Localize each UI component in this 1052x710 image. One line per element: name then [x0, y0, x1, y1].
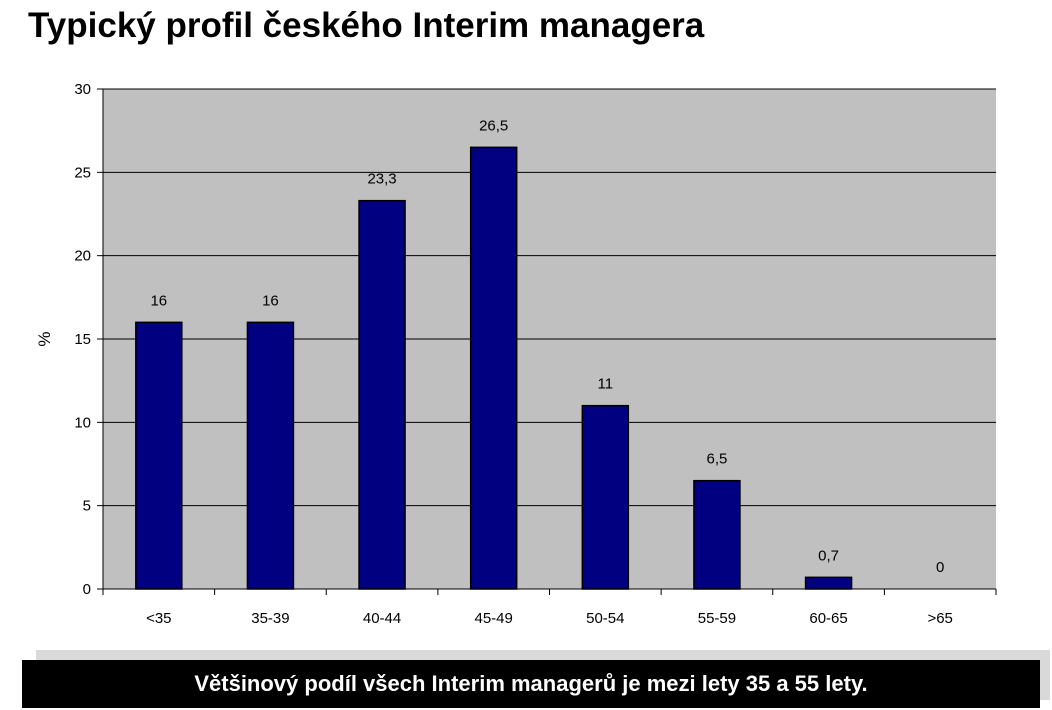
bar — [135, 321, 183, 590]
data-label: 6,5 — [707, 451, 728, 468]
labels: 0 5 10 15 20 25 30 16 16 23,3 26,5 11 6,5 0,7 0 <35 35-3… — [35, 81, 953, 627]
bar — [246, 321, 295, 590]
x-tick-label: >65 — [927, 610, 952, 627]
x-tick-label: 35-39 — [251, 610, 289, 627]
bar — [804, 576, 853, 590]
y-tick-label: 30 — [74, 81, 91, 98]
y-tick-label: 25 — [74, 164, 91, 181]
bars — [135, 146, 853, 590]
bar — [581, 404, 630, 590]
data-label: 11 — [598, 376, 614, 393]
caption-bar: Většinový podíl všech Interim managerů j… — [22, 660, 1040, 708]
bar — [693, 479, 741, 590]
axes — [97, 88, 997, 595]
x-tick-label: 45-49 — [475, 610, 513, 627]
y-axis-label: % — [35, 331, 54, 346]
x-tick-label: 50-54 — [586, 610, 624, 627]
x-tick-label: 60-65 — [809, 610, 847, 627]
data-label: 0,7 — [818, 547, 839, 564]
data-label: 26,5 — [479, 117, 508, 134]
x-tick-label: 40-44 — [363, 610, 401, 627]
data-label: 16 — [262, 292, 279, 309]
page-title: Typický profil českého Interim managera — [28, 6, 705, 45]
y-tick-label: 10 — [74, 414, 91, 431]
y-tick-label: 15 — [74, 331, 91, 348]
data-label: 0 — [936, 559, 944, 576]
y-tick-label: 20 — [74, 248, 91, 265]
caption-text: Většinový podíl všech Interim managerů j… — [194, 671, 868, 696]
bar — [358, 199, 406, 590]
x-tick-label: <35 — [146, 610, 171, 627]
y-tick-label: 0 — [83, 581, 91, 598]
data-label: 23,3 — [367, 171, 396, 188]
bar — [469, 146, 518, 590]
data-label: 16 — [150, 292, 167, 309]
x-tick-label: 55-59 — [698, 610, 736, 627]
bar-chart: 0 5 10 15 20 25 30 16 16 23,3 26,5 11 6,5 0,7 0 <35 35-3… — [35, 81, 997, 627]
y-tick-label: 5 — [83, 498, 91, 515]
